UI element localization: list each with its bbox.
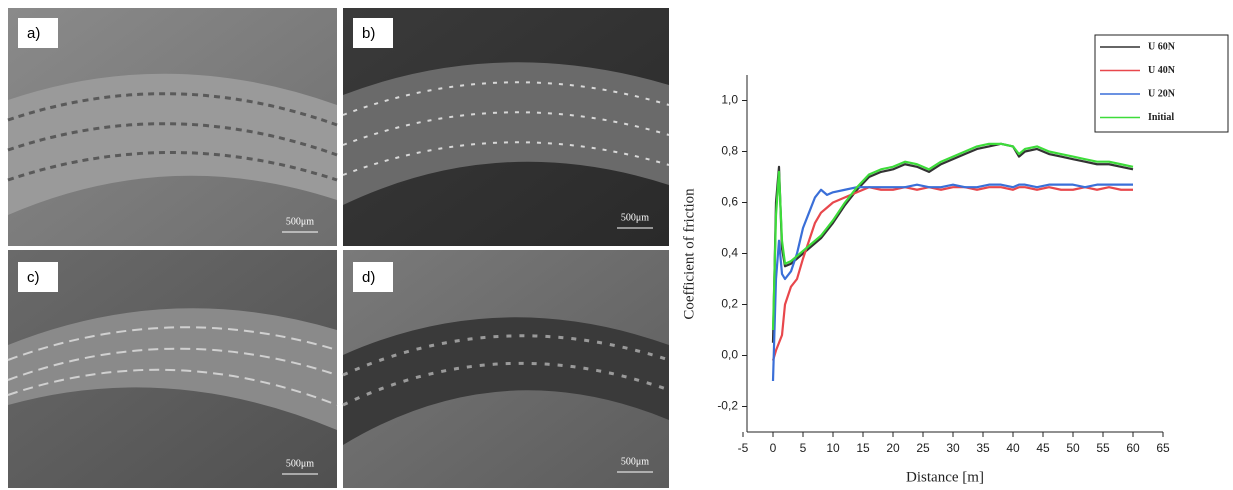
x-tick-label: 50 [1066,441,1080,455]
label-box [353,18,393,48]
wear-track [343,317,669,445]
sem-panel: d) 500μm [342,250,670,488]
sem-panel: b) 500μm [342,8,670,246]
x-axis-title: Distance [m] [906,469,984,485]
legend-label: U 60N [1148,41,1176,52]
series-line [771,186,1133,361]
texture [342,81,670,176]
wear-track [343,62,669,205]
label-box [18,262,58,292]
x-tick-label: 10 [826,441,840,455]
y-tick-label: 0,2 [721,297,738,311]
panel-label: b) [362,25,375,42]
x-tick-label: 45 [1036,441,1050,455]
x-tick-label: 0 [770,441,777,455]
label-box [18,18,58,48]
y-tick-label: 0,0 [721,348,738,362]
texture [7,326,338,406]
x-tick-label: 35 [976,441,990,455]
y-axis-title: Coefficient of friction [681,188,697,320]
texture [7,92,338,182]
texture [342,334,670,407]
y-tick-label: 1,0 [721,93,738,107]
y-tick-label: 0,6 [721,195,738,209]
x-tick-label: 65 [1156,441,1170,455]
panel-label: a) [27,25,40,42]
legend: U 60N U 40N U 20N Initial [1094,34,1229,133]
scale-label: 500μm [286,458,314,469]
series-line [771,183,1133,382]
x-tick-label: 20 [886,441,900,455]
x-tick-label: 15 [856,441,870,455]
y-tick-label: 0,4 [721,246,738,260]
x-tick-label: 25 [916,441,930,455]
scale-label: 500μm [621,212,649,223]
x-tick-label: 55 [1096,441,1110,455]
legend-label: U 40N [1148,65,1176,76]
x-tick-label: 40 [1006,441,1020,455]
y-tick-label: -0,2 [717,399,738,413]
scale-label: 500μm [286,216,314,227]
panel-label: c) [27,269,40,286]
x-tick-label: 60 [1126,441,1140,455]
series-line [771,142,1134,343]
x-tick-label: -5 [738,441,749,455]
scale-label: 500μm [621,456,649,467]
x-tick-label: 30 [946,441,960,455]
panel-label: d) [362,269,375,286]
chart: -0,2 0,0 0,2 0,4 0,6 0,8 1,0 -5 0 5 10 15 20 25 30 35 40… [717,34,1229,455]
sem-panel: c) 500μm [7,250,338,488]
legend-label: Initial [1148,112,1174,123]
x-tick-label: 5 [800,441,807,455]
legend-label: U 20N [1148,88,1176,99]
y-tick-label: 0,8 [721,144,738,158]
wear-track [8,73,337,215]
series-line [771,142,1134,331]
sem-panel: a) 500μm [7,8,338,246]
label-box [353,262,393,292]
legend-box [1094,34,1229,133]
